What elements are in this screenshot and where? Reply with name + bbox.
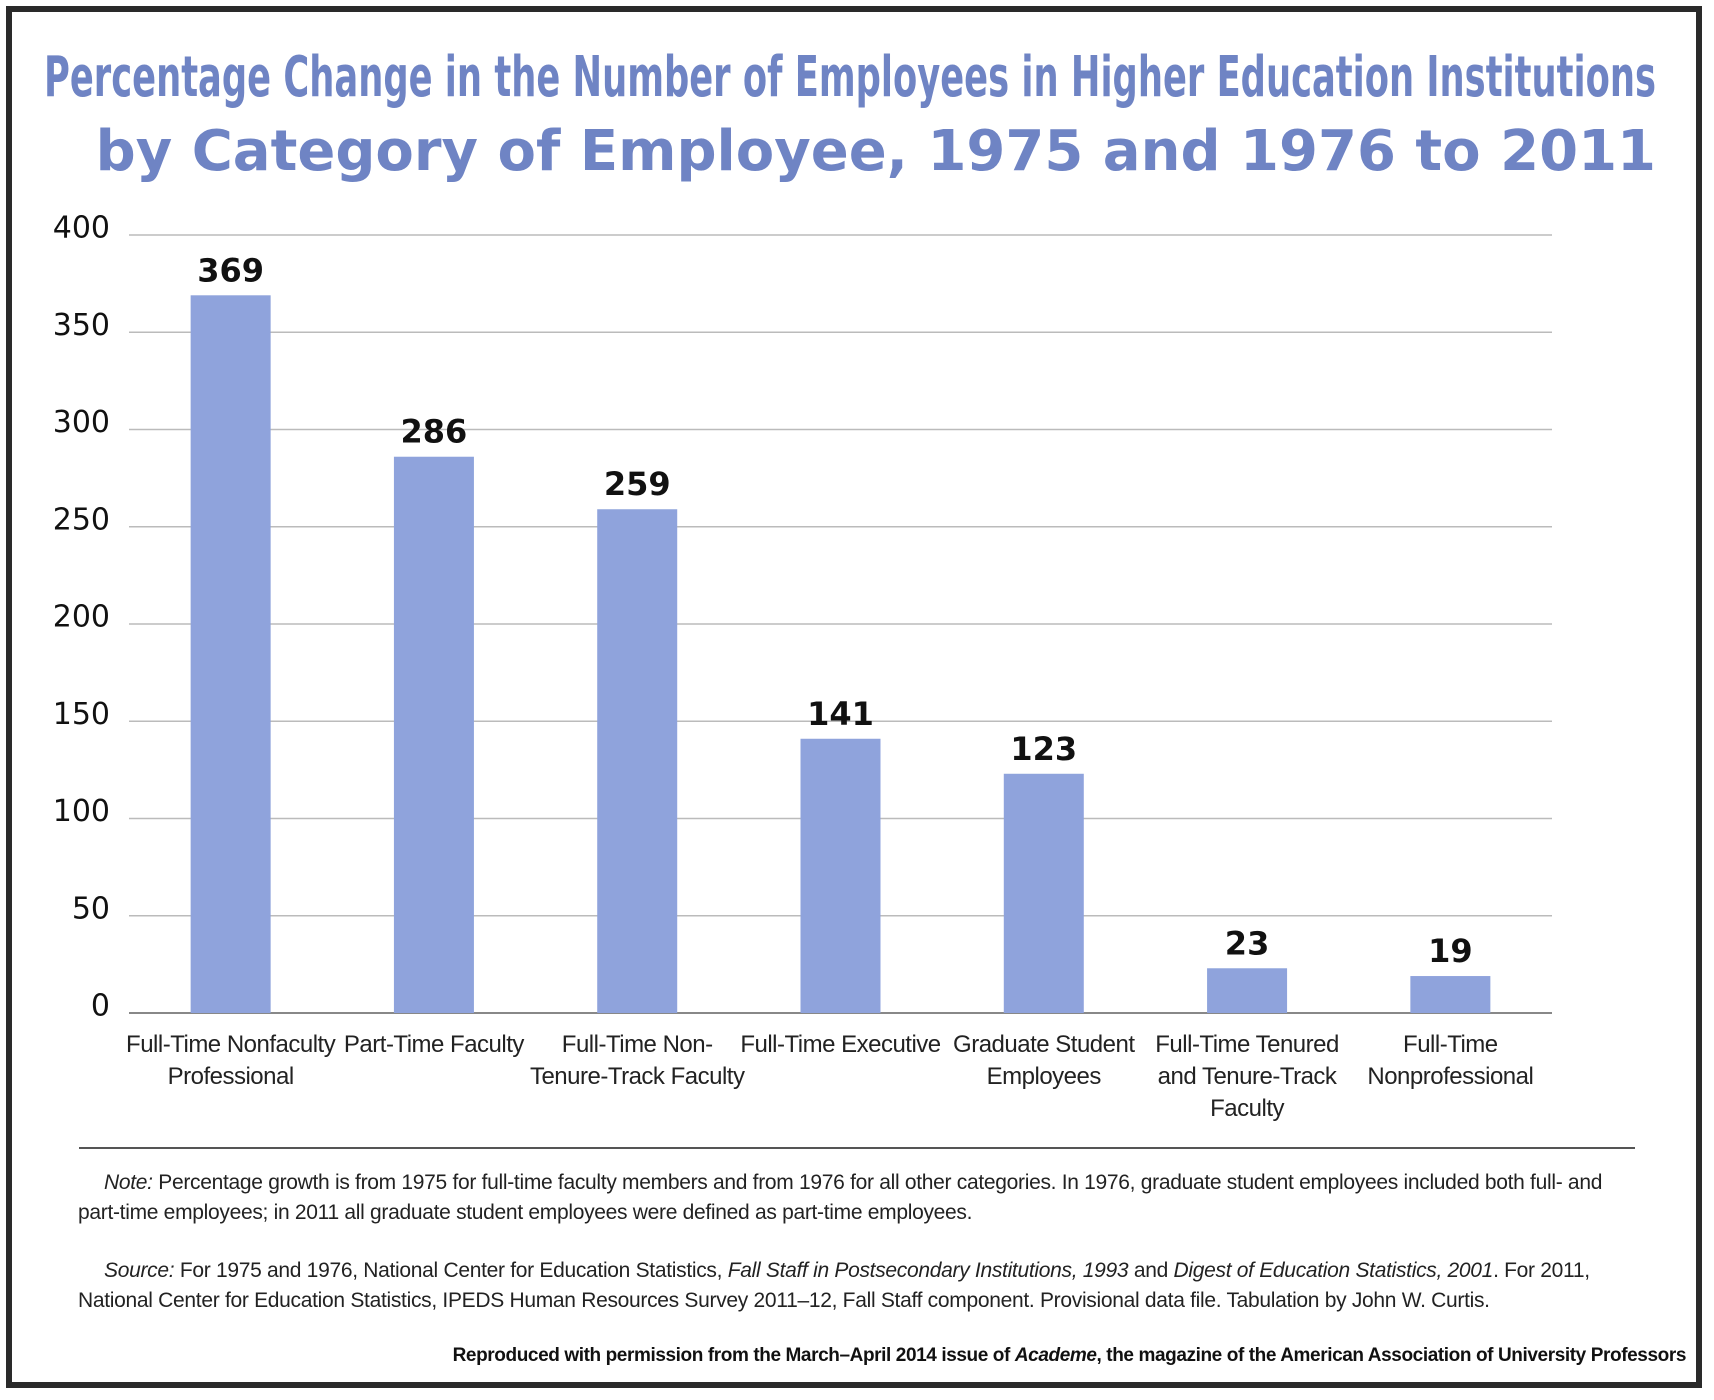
x-tick-label: Full-Time Nonfaculty Professional [126,1031,336,1090]
credit-text: Reproduced with permission from the Marc… [452,1345,1015,1366]
credit-text: , the magazine of the American Associati… [1096,1345,1687,1366]
bar [597,509,678,1013]
value-label: 259 [604,465,671,503]
x-tick-label: Part-Time Faculty [343,1031,524,1058]
bar [1207,968,1288,1013]
source-text: and [1128,1259,1174,1282]
note-text: Percentage growth is from 1975 for full-… [78,1171,1603,1224]
x-tick-label: Full-Time Nonprofessional [1367,1031,1534,1090]
bar [393,456,474,1014]
chart-title: Percentage Change in the Number of Emplo… [44,45,1656,110]
y-tick-label: 150 [53,697,110,732]
value-label: 23 [1225,924,1270,962]
bar [1410,976,1491,1013]
source-text: Fall Staff in Postsecondary Institutions… [727,1259,1129,1282]
chart-title: by Category of Employee, 1975 and 1976 t… [96,119,1656,184]
x-tick-label: Graduate Student Employees [953,1031,1135,1090]
y-tick-label: 100 [53,794,110,829]
bar [190,295,271,1013]
y-tick-label: 200 [53,600,110,635]
y-tick-label: 300 [53,405,110,440]
value-label: 19 [1428,932,1473,970]
y-tick-label: 350 [53,308,110,343]
value-label: 141 [807,695,874,733]
source-text: . For 2011, National Center for Educatio… [78,1259,1590,1312]
bar [800,738,881,1013]
value-label: 369 [197,251,264,289]
y-tick-label: 400 [53,211,110,246]
credit-text: Academe [1014,1345,1097,1366]
value-label: 123 [1010,730,1077,768]
credit: Reproduced with permission from the Marc… [452,1345,1687,1367]
y-tick-label: 0 [91,989,110,1024]
source-text: For 1975 and 1976, National Center for E… [179,1259,728,1282]
frame [6,6,1702,1388]
y-tick-label: 50 [72,891,110,926]
y-tick-label: 250 [53,502,110,537]
value-label: 286 [401,413,468,451]
source-text: Digest of Education Statistics, 2001 [1173,1259,1494,1282]
x-tick-label: Full-Time Executive [740,1031,941,1058]
source: Source: For 1975 and 1976, National Cent… [78,1256,1618,1316]
note-label: Note: [104,1171,153,1194]
x-tick-label: Full-Time Tenured and Tenure-Track Facul… [1155,1031,1339,1122]
bar [1003,773,1084,1013]
note: Note: Percentage growth is from 1975 for… [78,1168,1618,1228]
x-tick-label: Full-Time Non-Tenure-Track Faculty [529,1031,745,1090]
source-label: Source: [104,1259,175,1282]
